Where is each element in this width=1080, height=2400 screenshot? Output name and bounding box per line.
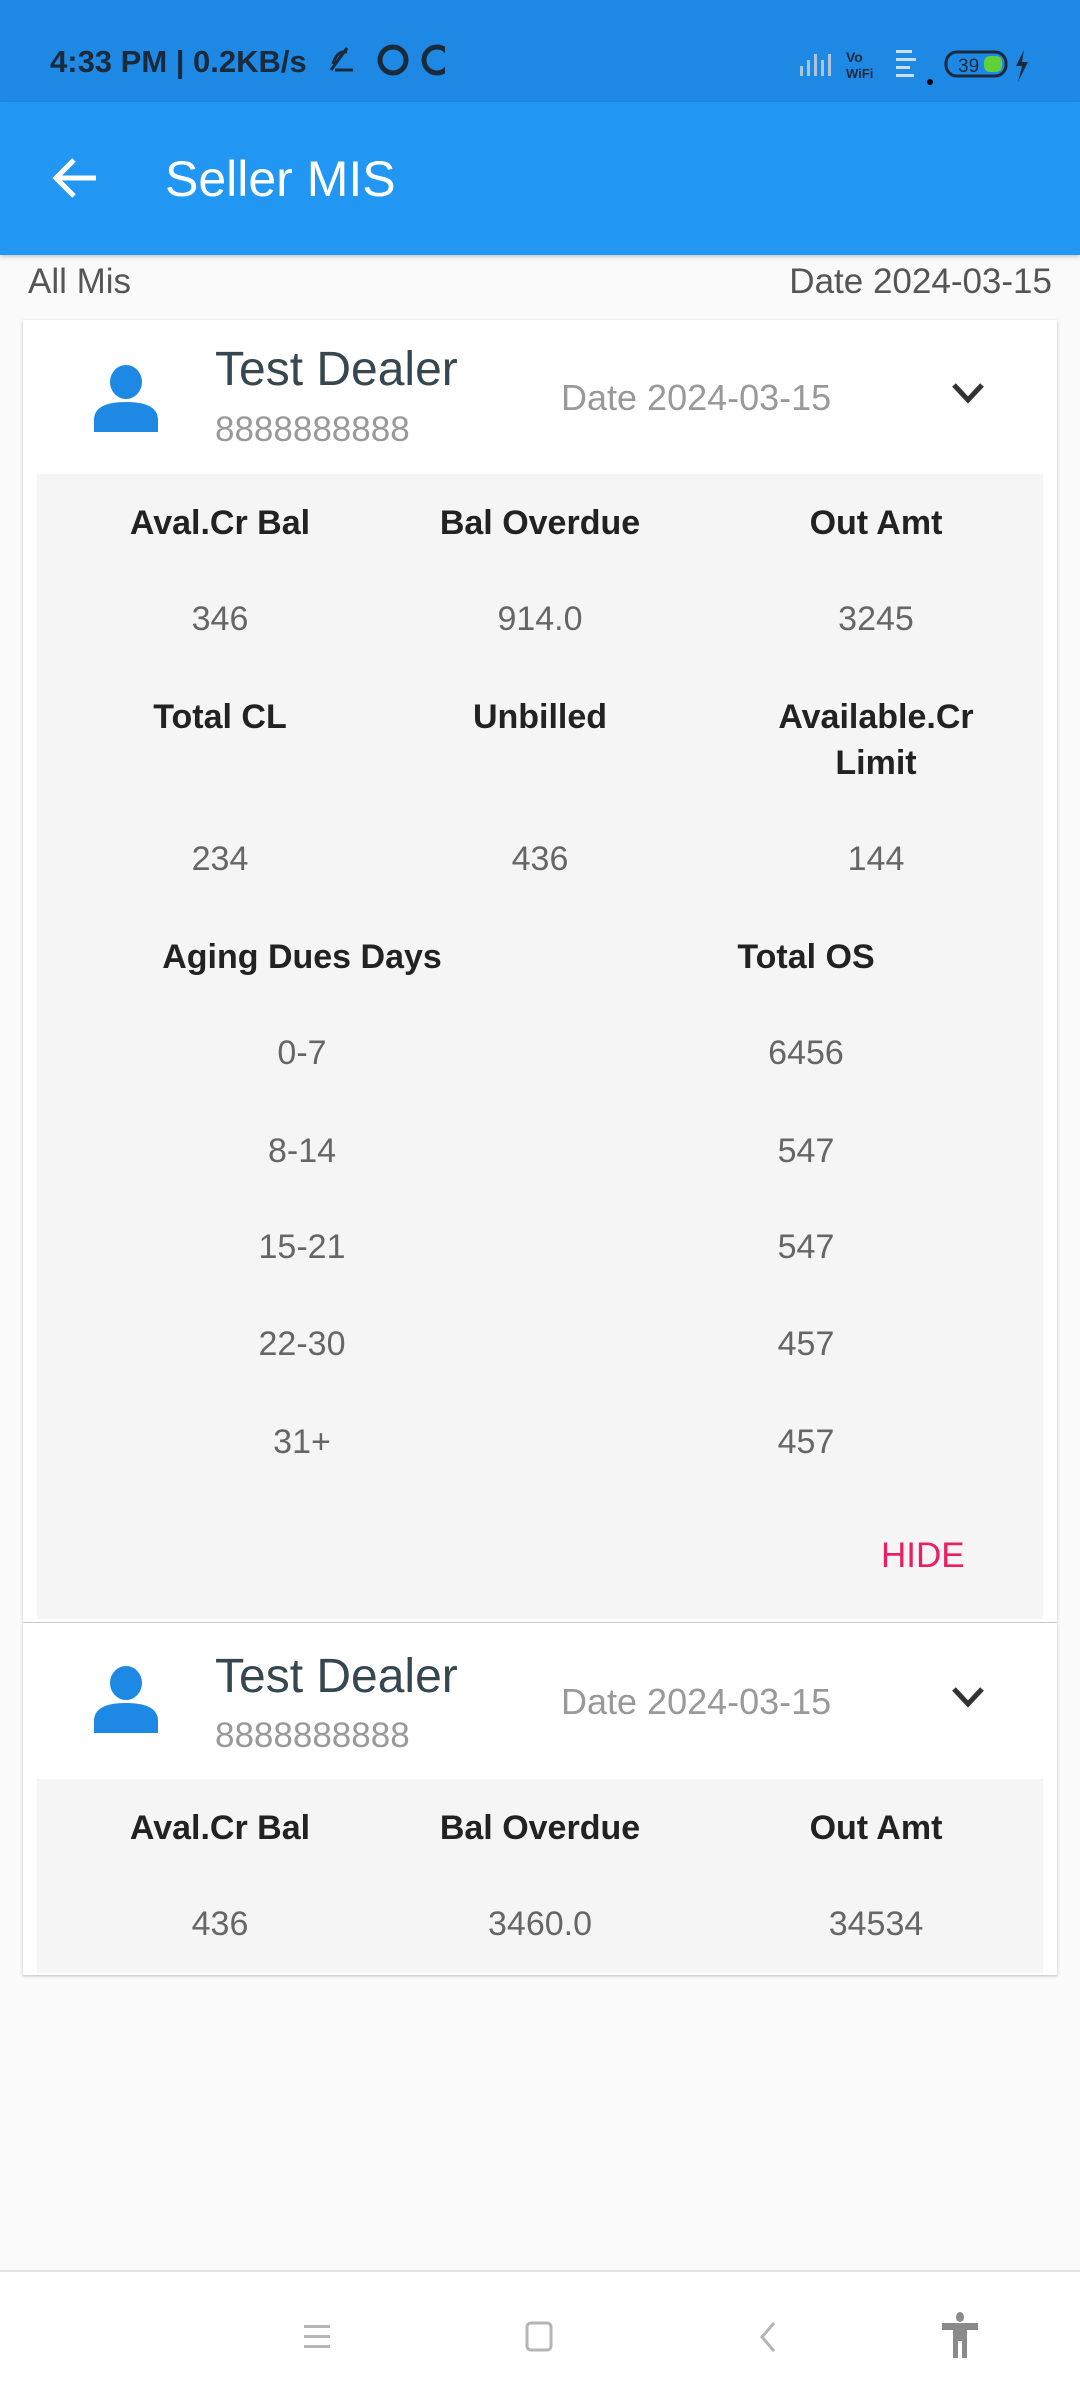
header-date: Date 2024-03-15 (789, 262, 1052, 301)
menu-icon[interactable] (302, 2322, 332, 2352)
metric-value: 3460.0 (488, 1905, 592, 1943)
metric-label: Aval.Cr Bal (129, 1809, 311, 1847)
aging-total: 6456 (768, 1034, 844, 1072)
home-icon[interactable] (524, 2320, 554, 2354)
notification-icons (329, 44, 445, 76)
system-nav-bar (0, 2270, 1080, 2400)
aging-days: 15-21 (258, 1228, 346, 1266)
dealer-date: Date 2024-03-15 (561, 1681, 832, 1722)
dealer-phone: 8888888888 (215, 1716, 410, 1755)
svg-text:WiFi: WiFi (846, 66, 873, 81)
aging-days: 0-7 (277, 1034, 327, 1072)
metric-label: Bal Overdue (439, 1809, 641, 1847)
details-panel: Aval.Cr Bal Bal Overdue Out Amt 436 3460… (37, 1779, 1043, 1973)
aging-days: 8-14 (267, 1132, 337, 1170)
dealer-card: Test Dealer 8888888888 Date 2024-03-15 A… (23, 320, 1057, 1622)
metric-label: Bal Overdue (439, 504, 641, 542)
metric-value: 144 (847, 840, 905, 878)
accessibility-icon[interactable] (940, 2312, 980, 2360)
metric-value: 436 (191, 1905, 249, 1943)
metric-value: 914.0 (497, 600, 583, 638)
details-panel: Aval.Cr Bal Bal Overdue Out Amt 346 914.… (37, 474, 1043, 1619)
aging-days: 22-30 (258, 1325, 346, 1363)
dealer-name: Test Dealer (215, 343, 458, 396)
back-icon[interactable] (756, 2320, 780, 2354)
aging-days-header: Aging Dues Days (162, 938, 442, 976)
page-title: Seller MIS (165, 151, 396, 207)
dealer-date: Date 2024-03-15 (561, 377, 832, 418)
metric-value: 34534 (828, 1905, 924, 1943)
aging-total: 547 (777, 1228, 835, 1266)
svg-text:Vo: Vo (846, 49, 863, 65)
person-icon (94, 365, 158, 432)
metric-label: Out Amt (809, 1809, 943, 1847)
total-os-header: Total OS (737, 938, 875, 976)
status-bar: 4:33 PM | 0.2KB/s Vo WiFi 39 (0, 0, 1080, 102)
metric-value: 234 (191, 840, 249, 878)
dealer-card: Test Dealer 8888888888 Date 2024-03-15 A… (23, 1623, 1057, 1975)
aging-total: 457 (777, 1325, 835, 1363)
aging-days: 31+ (273, 1423, 331, 1461)
dealer-name: Test Dealer (215, 1650, 458, 1703)
chevron-down-icon[interactable] (951, 1686, 985, 1708)
metric-label: Total CL (153, 698, 287, 736)
metric-value: 3245 (838, 600, 914, 638)
person-icon (94, 1666, 158, 1733)
back-arrow-icon[interactable] (52, 156, 100, 200)
status-time: 4:33 PM | 0.2KB/s (50, 44, 307, 79)
metric-label: Unbilled (472, 698, 608, 736)
app-bar: Seller MIS (0, 102, 1080, 255)
metric-label: Available.Cr Limit (778, 698, 974, 782)
metric-label: Out Amt (809, 504, 943, 542)
hide-button[interactable]: HIDE (881, 1536, 965, 1575)
metric-value: 346 (191, 600, 249, 638)
dealer-phone: 8888888888 (215, 410, 410, 449)
aging-total: 457 (777, 1423, 835, 1461)
all-mis-label: All Mis (28, 262, 132, 301)
system-status-icons: Vo WiFi 39 (800, 49, 1028, 85)
chevron-down-icon[interactable] (951, 382, 985, 404)
svg-text:39: 39 (958, 56, 979, 77)
metric-label: Aval.Cr Bal (129, 504, 311, 542)
aging-total: 547 (777, 1132, 835, 1170)
metric-value: 436 (511, 840, 569, 878)
